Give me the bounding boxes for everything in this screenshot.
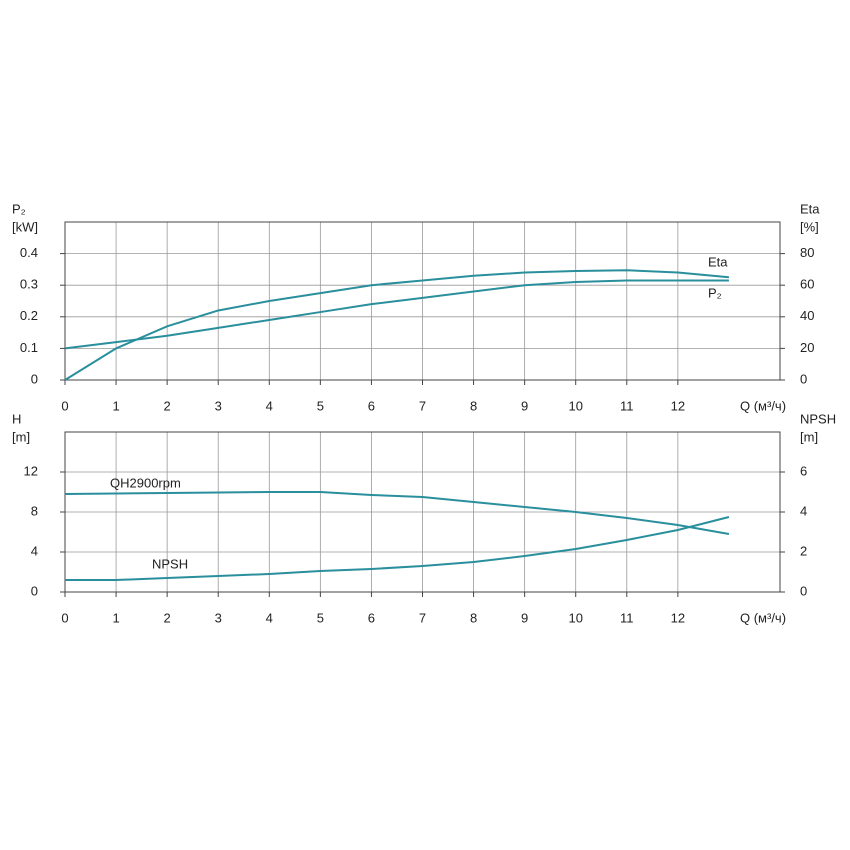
x-tick-label: 9	[521, 398, 528, 413]
y-tick-label: 0.3	[20, 277, 38, 292]
y2-tick-label: 0	[800, 371, 807, 386]
y-axis-label: P₂	[12, 201, 26, 216]
x-axis-label: Q (м³/ч)	[740, 398, 786, 413]
x-tick-label: 10	[568, 398, 582, 413]
x-tick-label: 1	[112, 398, 119, 413]
y2-tick-label: 0	[800, 583, 807, 598]
x-tick-label: 7	[419, 610, 426, 625]
x-tick-label: 11	[620, 610, 634, 625]
y2-tick-label: 6	[800, 463, 807, 478]
x-tick-label: 12	[671, 610, 685, 625]
x-tick-label: 9	[521, 610, 528, 625]
y2-tick-label: 20	[800, 340, 814, 355]
x-tick-label: 3	[215, 398, 222, 413]
plot-frame	[64, 431, 781, 593]
y-tick-label: 4	[31, 543, 38, 558]
y-tick-label: 0.1	[20, 340, 38, 355]
y-tick-label: 8	[31, 503, 38, 518]
x-tick-label: 4	[266, 398, 273, 413]
y-tick-label: 0	[31, 371, 38, 386]
y-axis-label: H	[12, 411, 21, 426]
x-tick-label: 1	[112, 610, 119, 625]
x-tick-label: 2	[164, 610, 171, 625]
x-tick-label: 7	[419, 398, 426, 413]
x-tick-label: 0	[61, 610, 68, 625]
x-tick-label: 6	[368, 398, 375, 413]
x-tick-label: 10	[568, 610, 582, 625]
y2-tick-label: 4	[800, 503, 807, 518]
x-tick-label: 12	[671, 398, 685, 413]
y-tick-label: 12	[24, 463, 38, 478]
x-tick-label: 5	[317, 610, 324, 625]
y-tick-label: 0.4	[20, 245, 38, 260]
y2-tick-label: 40	[800, 308, 814, 323]
x-tick-label: 4	[266, 610, 273, 625]
x-tick-label: 8	[470, 398, 477, 413]
x-tick-label: 3	[215, 610, 222, 625]
x-tick-label: 8	[470, 610, 477, 625]
y2-axis-unit: [%]	[800, 219, 819, 234]
curve	[64, 279, 729, 350]
curve	[65, 516, 730, 581]
y-axis-unit: [kW]	[12, 219, 38, 234]
y-axis-unit: [m]	[12, 429, 30, 444]
x-tick-label: 6	[368, 610, 375, 625]
curve-label: NPSH	[152, 556, 188, 571]
curve	[64, 269, 730, 381]
y2-tick-label: 2	[800, 543, 807, 558]
y-tick-label: 0.2	[20, 308, 38, 323]
curve-label: QH2900rpm	[110, 475, 181, 490]
x-tick-label: 0	[61, 398, 68, 413]
x-tick-label: 2	[164, 398, 171, 413]
y2-axis-label: Eta	[800, 201, 820, 216]
x-axis-label: Q (м³/ч)	[740, 610, 786, 625]
curve-label: P₂	[708, 285, 722, 300]
plot-frame	[64, 221, 781, 381]
x-tick-label: 11	[620, 398, 634, 413]
y2-axis-label: NPSH	[800, 411, 836, 426]
curve	[64, 491, 730, 535]
curve-label: Eta	[708, 254, 728, 269]
y2-tick-label: 80	[800, 245, 814, 260]
x-tick-label: 5	[317, 398, 324, 413]
y2-tick-label: 60	[800, 277, 814, 292]
y2-axis-unit: [m]	[800, 429, 818, 444]
y-tick-label: 0	[31, 583, 38, 598]
